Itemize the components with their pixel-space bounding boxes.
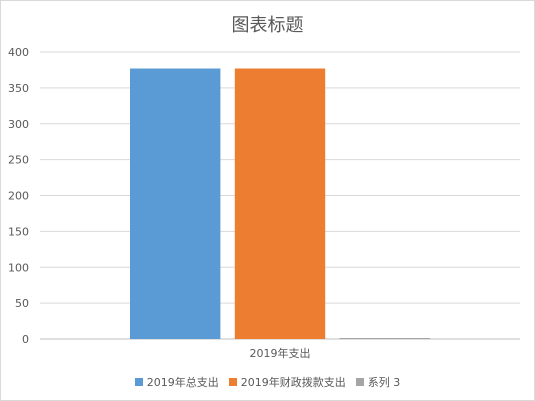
legend-swatch (228, 378, 237, 386)
y-tick-label: 0 (22, 333, 29, 346)
legend-label: 2019年总支出 (146, 376, 219, 389)
y-tick-label: 50 (15, 297, 29, 310)
bar-series-3 (339, 338, 430, 339)
legend-item-series-2: 2019年财政拨款支出 (228, 374, 346, 390)
y-tick-label: 350 (8, 82, 29, 95)
bar-series-2 (234, 68, 326, 339)
y-tick-label: 400 (8, 46, 29, 59)
legend-item-series-1: 2019年总支出 (134, 374, 219, 390)
y-tick-label: 300 (8, 118, 29, 131)
y-tick-label: 150 (8, 225, 29, 238)
legend-label: 系列 3 (367, 376, 401, 389)
legend-label: 2019年财政拨款支出 (240, 376, 346, 389)
legend-item-series-3: 系列 3 (355, 374, 401, 390)
y-tick-label: 250 (8, 154, 29, 167)
legend-swatch (355, 378, 364, 386)
bar-series-1 (130, 68, 221, 339)
y-axis-ticks: 0 50 100 150 200 250 300 350 400 (8, 46, 29, 346)
y-tick-label: 100 (8, 261, 29, 274)
x-axis-ticks: 2019年支出 (250, 346, 311, 360)
bars (130, 68, 430, 339)
y-tick-label: 200 (8, 190, 29, 203)
x-tick-label: 2019年支出 (250, 346, 311, 360)
chart-title: 图表标题 (231, 15, 304, 36)
legend: 2019年总支出 2019年财政拨款支出 系列 3 (1, 374, 534, 390)
legend-swatch (134, 378, 143, 386)
